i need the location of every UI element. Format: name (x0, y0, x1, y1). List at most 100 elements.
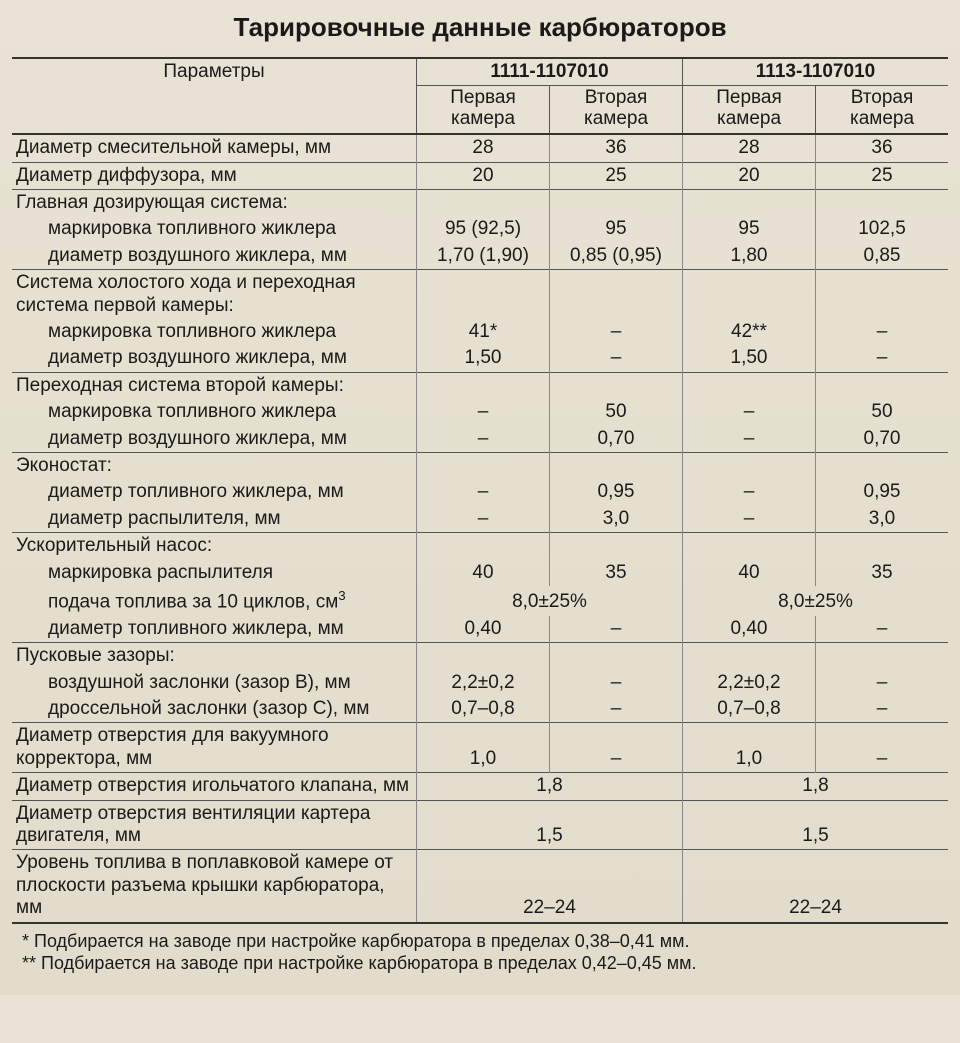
value-cell: 42** (683, 319, 816, 345)
value-cell: 0,40 (417, 616, 550, 643)
value-cell: – (550, 723, 683, 773)
value-cell: – (417, 506, 550, 533)
table-row: диаметр топливного жиклера, мм0,40–0,40– (12, 616, 948, 643)
value-cell (417, 533, 550, 560)
header-chamber-0: Перваякамера (417, 86, 550, 134)
table-row: маркировка топливного жиклера41*–42**– (12, 319, 948, 345)
value-cell: 20 (683, 162, 816, 189)
value-cell (550, 453, 683, 480)
value-cell (550, 643, 683, 670)
value-cell: – (550, 670, 683, 696)
value-span-cell: 22–24 (417, 850, 683, 923)
param-cell: Ускорительный насос: (12, 533, 417, 560)
value-cell: 102,5 (816, 216, 949, 242)
value-cell: 35 (816, 560, 949, 586)
value-cell: 1,50 (417, 345, 550, 372)
value-cell: – (550, 345, 683, 372)
value-cell: – (816, 670, 949, 696)
value-cell: 1,0 (683, 723, 816, 773)
value-cell: 36 (816, 134, 949, 162)
value-cell: 2,2±0,2 (417, 670, 550, 696)
param-cell: маркировка распылителя (12, 560, 417, 586)
table-row: диаметр топливного жиклера, мм–0,95–0,95 (12, 479, 948, 505)
table-row: Диаметр смесительной камеры, мм28362836 (12, 134, 948, 162)
value-cell: 0,7–0,8 (683, 696, 816, 723)
table-row: диаметр воздушного жиклера, мм1,70 (1,90… (12, 243, 948, 270)
param-cell: Диаметр отверстия вентиляции картера дви… (12, 800, 417, 850)
value-cell: 1,0 (417, 723, 550, 773)
param-cell: Диаметр отверстия игольчатого клапана, м… (12, 773, 417, 800)
value-cell: – (550, 616, 683, 643)
header-model-0: 1111-1107010 (417, 58, 683, 86)
value-span-cell: 1,8 (683, 773, 949, 800)
value-span-cell: 22–24 (683, 850, 949, 923)
table-header: Параметры 1111-1107010 1113-1107010 Перв… (12, 58, 948, 134)
footnote-1: * Подбирается на заводе при настройке ка… (22, 930, 948, 953)
value-cell: 95 (550, 216, 683, 242)
footnote-2: ** Подбирается на заводе при настройке к… (22, 952, 948, 975)
value-cell: 95 (92,5) (417, 216, 550, 242)
table-row: Диаметр отверстия вентиляции картера дви… (12, 800, 948, 850)
value-cell: – (683, 506, 816, 533)
value-cell: 0,40 (683, 616, 816, 643)
param-cell: диаметр распылителя, мм (12, 506, 417, 533)
value-cell: – (550, 696, 683, 723)
value-cell: 95 (683, 216, 816, 242)
table-row: диаметр воздушного жиклера, мм1,50–1,50– (12, 345, 948, 372)
header-parameters: Параметры (12, 58, 417, 134)
value-cell (816, 372, 949, 399)
table-row: Диаметр диффузора, мм20252025 (12, 162, 948, 189)
value-cell: 20 (417, 162, 550, 189)
param-cell: Пусковые зазоры: (12, 643, 417, 670)
value-span-cell: 8,0±25% (683, 586, 949, 616)
param-cell: Диаметр смесительной камеры, мм (12, 134, 417, 162)
value-cell (683, 372, 816, 399)
header-chamber-2: Перваякамера (683, 86, 816, 134)
param-cell: дроссельной заслонки (зазор С), мм (12, 696, 417, 723)
value-cell (683, 643, 816, 670)
value-cell: – (417, 479, 550, 505)
table-row: дроссельной заслонки (зазор С), мм 0,7–0,… (12, 696, 948, 723)
value-cell: 25 (816, 162, 949, 189)
value-cell: 28 (417, 134, 550, 162)
value-cell (816, 533, 949, 560)
value-cell: 0,70 (816, 426, 949, 453)
param-cell: подача топлива за 10 циклов, см3 (12, 586, 417, 616)
param-cell: Главная дозирующая система: (12, 190, 417, 217)
table-row: Уровень топлива в поплавковой камере от … (12, 850, 948, 923)
value-cell (550, 533, 683, 560)
value-span-cell: 1,5 (683, 800, 949, 850)
value-cell: 40 (683, 560, 816, 586)
value-cell: – (816, 616, 949, 643)
value-cell: 28 (683, 134, 816, 162)
param-cell: Переходная система второй камеры: (12, 372, 417, 399)
carburetor-table: Параметры 1111-1107010 1113-1107010 Перв… (12, 57, 948, 924)
table-row: Система холостого хода и переходная сист… (12, 270, 948, 319)
value-cell: 1,80 (683, 243, 816, 270)
value-cell (683, 270, 816, 319)
page-title: Тарировочные данные карбюраторов (12, 12, 948, 43)
table-row: маркировка топливного жиклера95 (92,5)95… (12, 216, 948, 242)
value-span-cell: 1,5 (417, 800, 683, 850)
header-chamber-1: Втораякамера (550, 86, 683, 134)
footnotes: * Подбирается на заводе при настройке ка… (12, 930, 948, 975)
param-cell: Диаметр отверстия для вакуумного коррект… (12, 723, 417, 773)
value-cell (816, 643, 949, 670)
value-cell: – (683, 426, 816, 453)
value-cell: – (417, 426, 550, 453)
value-cell: 3,0 (550, 506, 683, 533)
value-cell: 50 (816, 399, 949, 425)
param-cell: Эконостат: (12, 453, 417, 480)
table-row: Диаметр отверстия игольчатого клапана, м… (12, 773, 948, 800)
value-cell: 0,95 (816, 479, 949, 505)
header-model-1: 1113-1107010 (683, 58, 949, 86)
param-cell: диаметр воздушного жиклера, мм (12, 345, 417, 372)
table-row: Главная дозирующая система: (12, 190, 948, 217)
value-cell: – (683, 479, 816, 505)
param-cell: Система холостого хода и переходная сист… (12, 270, 417, 319)
value-cell (417, 270, 550, 319)
value-cell: 36 (550, 134, 683, 162)
value-cell: 2,2±0,2 (683, 670, 816, 696)
param-cell: Диаметр диффузора, мм (12, 162, 417, 189)
value-cell (683, 453, 816, 480)
